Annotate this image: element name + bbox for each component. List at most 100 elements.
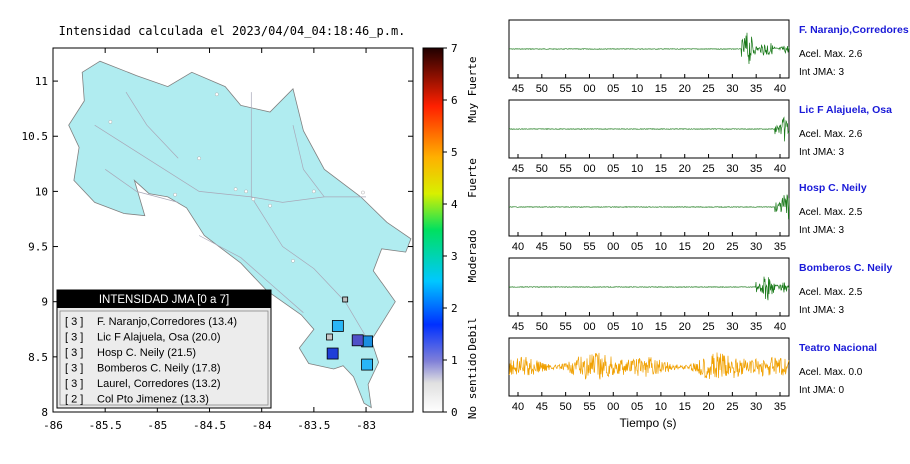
legend-item-level: [ 3 ] (65, 378, 83, 390)
station-jma-label: Int JMA: 3 (799, 305, 844, 316)
legend-item-text: F. Naranjo,Corredores (13.4) (97, 316, 237, 328)
waveform-tick-label: 15 (655, 83, 667, 95)
map-ytick-label: 10 (35, 185, 48, 198)
legend-item-text: Col Pto Jimenez (13.3) (97, 394, 209, 406)
road-line (104, 169, 179, 203)
waveform-tick-label: 10 (655, 401, 667, 413)
legend-item-text: Lic F Alajuela, Osa (20.0) (97, 332, 221, 344)
waveform-tick-label: 30 (750, 241, 762, 253)
city-dot (233, 187, 238, 191)
city-dot (215, 92, 219, 97)
waveform-tick-label: 05 (631, 241, 643, 253)
waveform-tick-label: 35 (774, 401, 786, 413)
legend-inner (59, 310, 269, 406)
waveform-tick-label: 35 (750, 321, 762, 333)
waveform-tick-label: 45 (512, 321, 524, 333)
waveform-tick-label: 25 (702, 163, 714, 175)
station-jma-label: Int JMA: 3 (799, 67, 844, 78)
map-frame (52, 47, 414, 413)
costa-rica-outline (68, 60, 412, 409)
waveform-tick-label: 30 (726, 83, 738, 95)
map-ytick-label: 8.5 (28, 351, 48, 364)
waveform-tick-label: 10 (631, 83, 643, 95)
waveform-tick-label: 40 (774, 83, 786, 95)
waveform-tick-label: 35 (774, 241, 786, 253)
waveform-tick-label: 35 (750, 83, 762, 95)
waveform-trace (509, 32, 790, 65)
station-marker (361, 358, 373, 371)
legend-header-bg (57, 290, 271, 308)
city-dot (251, 197, 256, 201)
waveform-tick-label: 30 (750, 401, 762, 413)
waveform-tick-label: 45 (512, 83, 524, 95)
map-ytick-label: 9 (41, 296, 48, 309)
waveform-tick-label: 50 (536, 321, 548, 333)
legend-item-text: Bomberos C. Neily (17.8) (97, 363, 221, 375)
waveform-tick-label: 05 (607, 321, 619, 333)
station-acel-label: Acel. Max. 2.6 (799, 129, 863, 140)
waveform-tick-label: 15 (655, 163, 667, 175)
waveform-tick-label: 40 (774, 321, 786, 333)
station-name-label: Bomberos C. Neily (799, 262, 893, 274)
map-title: Intensidad calculada el 2023/04/04_04:18… (59, 24, 406, 38)
map-ytick-label: 11 (35, 75, 48, 88)
waveform-tick-label: 20 (679, 321, 691, 333)
waveform-tick-label: 00 (607, 401, 619, 413)
waveform-trace (509, 276, 790, 301)
intensity-colorbar: 0 1 2 3 4 5 6 7 No sentido Debil Moderado Fuerte Muy… (422, 42, 479, 419)
station-jma-label: Int JMA: 3 (799, 225, 844, 236)
waveform-tick-label: 20 (702, 241, 714, 253)
station-marker (326, 333, 333, 341)
colorbar-tick-label: 5 (451, 146, 458, 159)
city-dot (361, 190, 365, 195)
waveform-panels: 45 50 55 00 05 10 15 20 25 30 35 40 F. Naranjo,Corre… (508, 19, 909, 413)
waveform-trace (508, 116, 790, 142)
waveform-tick-label: 10 (631, 163, 643, 175)
waveform-tick-label: 30 (726, 163, 738, 175)
waveform-tick-label: 55 (583, 241, 595, 253)
road-line (198, 235, 304, 313)
map-xtick-label: -85.5 (89, 419, 122, 432)
waveform-tick-label: 45 (536, 401, 548, 413)
city-dot (312, 189, 316, 194)
waveform-tick-label: 00 (583, 163, 595, 175)
legend-item-level: [ 3 ] (65, 347, 83, 359)
legend-title: INTENSIDAD JMA [0 a 7] (99, 294, 229, 306)
station-acel-label: Acel. Max. 2.5 (799, 287, 863, 298)
waveform-tick-label: 45 (512, 163, 524, 175)
waveform-tick-label: 50 (560, 241, 572, 253)
waveform-tick-label: 40 (512, 241, 524, 253)
waveform-tick-label: 40 (512, 401, 524, 413)
road-line (292, 125, 325, 198)
waveform-tick-label: 15 (679, 241, 691, 253)
waveform-tick-label: 35 (750, 163, 762, 175)
waveform-tick-label: 00 (583, 83, 595, 95)
waveform-tick-label: 05 (607, 163, 619, 175)
station-name-label: Lic F Alajuela, Osa (799, 104, 892, 116)
waveform-tick-label: 55 (560, 83, 572, 95)
waveform-tick-label: 10 (631, 321, 643, 333)
legend-item-level: [ 3 ] (65, 363, 83, 375)
city-dot (291, 259, 295, 263)
station-jma-label: Int JMA: 3 (799, 147, 844, 158)
colorbar-category-label: No sentido (466, 353, 479, 419)
waveform-tick-label: 55 (560, 321, 572, 333)
legend-item-level: [ 3 ] (65, 316, 83, 328)
city-dot (244, 189, 248, 194)
station-acel-label: Acel. Max. 2.5 (799, 207, 863, 218)
colorbar-tick-label: 6 (451, 94, 458, 107)
map-ytick-label: 10.5 (22, 130, 49, 143)
legend-item-text: Laurel, Corredores (13.2) (97, 378, 221, 390)
city-dot (108, 120, 113, 124)
station-name-label: Teatro Nacional (799, 342, 877, 354)
map-xtick-label: -83 (356, 419, 376, 432)
waveform-tick-label: 20 (679, 163, 691, 175)
colorbar-tick-label: 2 (451, 302, 458, 315)
waveform-tick-label: 30 (726, 321, 738, 333)
road-line (125, 91, 179, 159)
waveform-tick-label: 50 (560, 401, 572, 413)
waveform-trace (508, 194, 790, 220)
city-dot (173, 192, 177, 197)
waveform-tick-label: 50 (536, 163, 548, 175)
